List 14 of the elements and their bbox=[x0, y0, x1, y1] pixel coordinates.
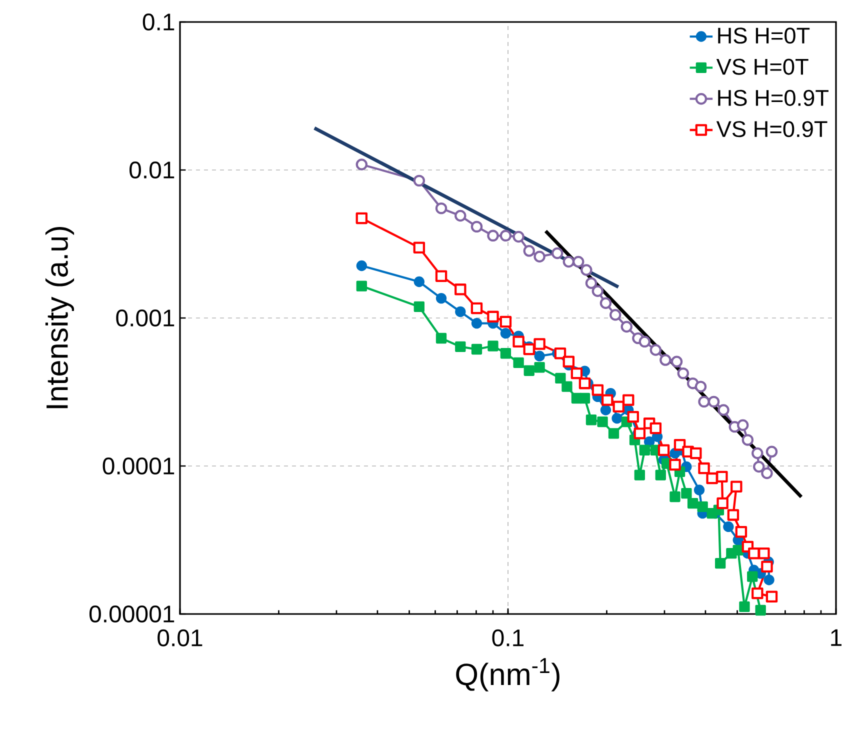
x-axis-title: Q(nm$^{-1}$) bbox=[456, 658, 560, 692]
legend-label: VS H=0.9T bbox=[716, 121, 828, 138]
y-tick-label: 0.00001 bbox=[89, 606, 174, 622]
legend-label: HS H=0.9T bbox=[718, 90, 829, 106]
legend-label: HS H=0T bbox=[718, 28, 810, 44]
x-tick-label: 0.1 bbox=[492, 629, 524, 646]
legend-label: VS H=0T bbox=[716, 58, 808, 75]
x-tick-label: 1 bbox=[831, 629, 842, 646]
y-tick-label: 0.01 bbox=[130, 161, 174, 178]
y-tick-label: 0.1 bbox=[142, 13, 174, 30]
y-tick-label: 0.001 bbox=[116, 310, 174, 326]
x-tick-label: 0.01 bbox=[158, 629, 202, 646]
y-axis-title: Intensity (a.u) bbox=[45, 227, 74, 408]
y-tick-label: 0.0001 bbox=[102, 458, 174, 474]
